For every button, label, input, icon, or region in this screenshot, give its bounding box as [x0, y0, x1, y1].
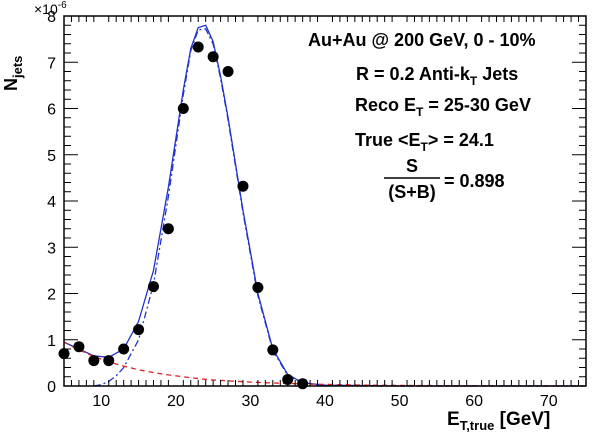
data-point [267, 344, 279, 356]
y-tick-label: 5 [47, 148, 56, 165]
annotation-block: Au+Au @ 200 GeV, 0 - 10% R = 0.2 Anti-kT… [308, 30, 536, 202]
x-axis-ticks: 10 20 30 40 50 60 70 [63, 16, 587, 410]
data-point [237, 180, 249, 192]
data-point [222, 66, 234, 77]
annotation-jet-definition: R = 0.2 Anti-kT Jets [356, 64, 518, 88]
y-tick-label: 8 [47, 9, 56, 26]
annotation-fraction-value: = 0.898 [444, 171, 505, 191]
data-point [252, 281, 264, 293]
fit-curve-dash-dot [93, 28, 586, 387]
y-tick-label: 6 [47, 102, 56, 119]
data-point [207, 51, 219, 63]
data-point [147, 281, 159, 293]
y-tick-label: 7 [47, 55, 56, 72]
data-point [177, 103, 189, 114]
data-point [103, 355, 115, 367]
x-axis-label: ET,true [GeV] [447, 409, 550, 433]
x-tick-label: 30 [242, 393, 260, 410]
data-point [192, 41, 204, 53]
data-points [58, 41, 309, 390]
data-point [73, 341, 85, 353]
x-tick-label: 60 [465, 393, 483, 410]
annotation-fraction-numerator: S [406, 156, 418, 176]
y-axis-label: Njets [1, 56, 25, 91]
y-axis-ticks: 0 1 2 3 4 5 6 7 8 [47, 9, 586, 396]
x-tick-label: 70 [540, 393, 558, 410]
annotation-reco-et: Reco ET = 25-30 GeV [355, 95, 531, 119]
data-point [282, 374, 294, 386]
y-tick-label: 2 [47, 287, 56, 304]
y-tick-label: 4 [47, 194, 56, 211]
y-tick-label: 0 [47, 379, 56, 396]
annotation-true-et: True <ET> = 24.1 [355, 130, 494, 154]
annotation-collision-system: Au+Au @ 200 GeV, 0 - 10% [308, 30, 536, 50]
data-point [88, 355, 100, 367]
data-point [133, 324, 145, 336]
fit-curve-dashed [63, 341, 587, 387]
x-tick-label: 40 [316, 393, 334, 410]
annotation-fraction-denominator: (S+B) [388, 182, 436, 202]
y-tick-label: 3 [47, 240, 56, 257]
data-point [162, 223, 174, 235]
y-tick-label: 1 [47, 333, 56, 350]
y-multiplier: ×10-6 [34, 0, 67, 17]
data-point [118, 343, 130, 355]
x-tick-label: 20 [167, 393, 185, 410]
x-tick-label: 50 [391, 393, 409, 410]
x-tick-label: 10 [92, 393, 110, 410]
